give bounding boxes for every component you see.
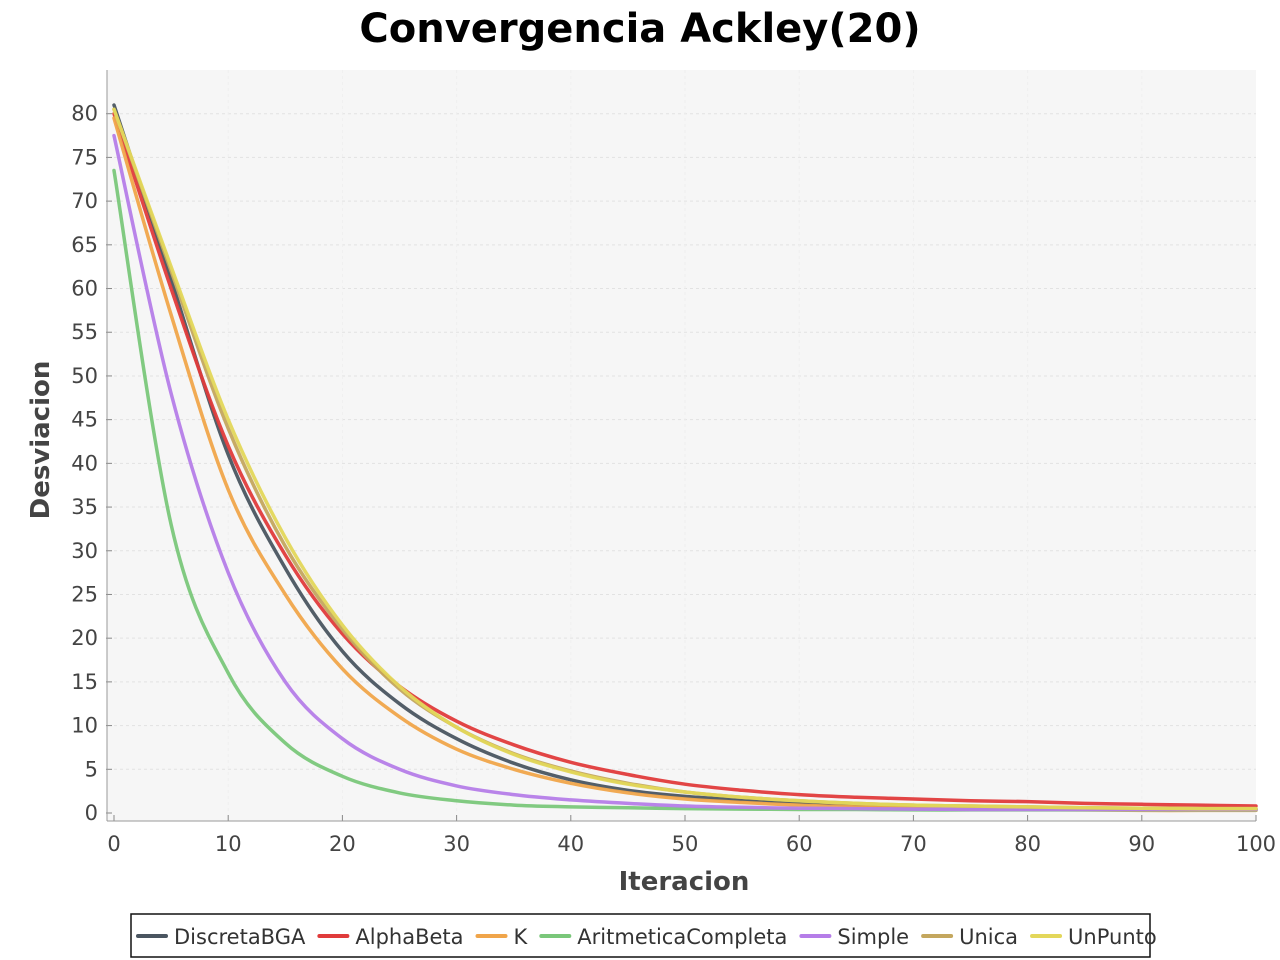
legend-label-simple: Simple — [837, 925, 909, 949]
chart-title: Convergencia Ackley(20) — [359, 6, 920, 52]
x-tick-label: 10 — [215, 832, 242, 856]
axes — [106, 70, 1257, 822]
x-tick-label: 70 — [900, 832, 927, 856]
x-tick-label: 80 — [1014, 832, 1041, 856]
series-line-simple — [112, 133, 1258, 812]
x-tick-label: 30 — [443, 832, 470, 856]
series-line-unpunto — [112, 107, 1258, 811]
legend: DiscretaBGA AlphaBeta K AritmeticaCompleta S… — [130, 913, 1157, 958]
y-tick-label: 25 — [71, 582, 98, 606]
y-tick-label: 10 — [71, 714, 98, 738]
y-tick-label: 15 — [71, 670, 98, 694]
y-tick-label: 60 — [71, 277, 98, 301]
x-tick-label: 90 — [1128, 832, 1155, 856]
series-line-alphabeta — [112, 111, 1258, 808]
grid-lines — [114, 70, 1256, 813]
y-tick-label: 30 — [71, 539, 98, 563]
y-tick-label: 75 — [71, 145, 98, 169]
y-tick-label: 70 — [71, 189, 98, 213]
y-tick-label: 20 — [71, 626, 98, 650]
y-axis-label: Desviacion — [26, 361, 56, 520]
y-tick-label: 35 — [71, 495, 98, 519]
series-lines — [112, 103, 1258, 813]
legend-label-aritmeticacompleta: AritmeticaCompleta — [577, 925, 787, 949]
x-axis-label: Iteracion — [619, 867, 750, 897]
legend-label-alphabeta: AlphaBeta — [355, 925, 463, 949]
y-tick-label: 50 — [71, 364, 98, 388]
x-tick-label: 0 — [107, 832, 120, 856]
legend-label-k: K — [514, 925, 529, 949]
tick-labels: 0 5 10 15 20 25 30 35 40 45 50 55 60 65 70 75 80 0 10 20 30 4… — [71, 102, 1276, 856]
y-tick-label: 55 — [71, 320, 98, 344]
y-tick-label: 65 — [71, 233, 98, 257]
y-tick-label: 40 — [71, 451, 98, 475]
legend-label-discretabga: DiscretaBGA — [174, 925, 306, 949]
legend-label-unica: Unica — [959, 925, 1018, 949]
plot-area — [107, 70, 1256, 821]
x-tick-label: 40 — [557, 832, 584, 856]
x-tick-label: 100 — [1236, 832, 1276, 856]
y-tick-label: 0 — [85, 801, 98, 825]
legend-box — [130, 913, 1151, 958]
legend-label-unpunto: UnPunto — [1068, 925, 1157, 949]
x-tick-label: 20 — [329, 832, 356, 856]
x-tick-label: 50 — [672, 832, 699, 856]
y-tick-label: 80 — [71, 102, 98, 126]
x-tick-label: 60 — [786, 832, 813, 856]
y-tick-label: 5 — [85, 757, 98, 781]
y-tick-label: 45 — [71, 408, 98, 432]
